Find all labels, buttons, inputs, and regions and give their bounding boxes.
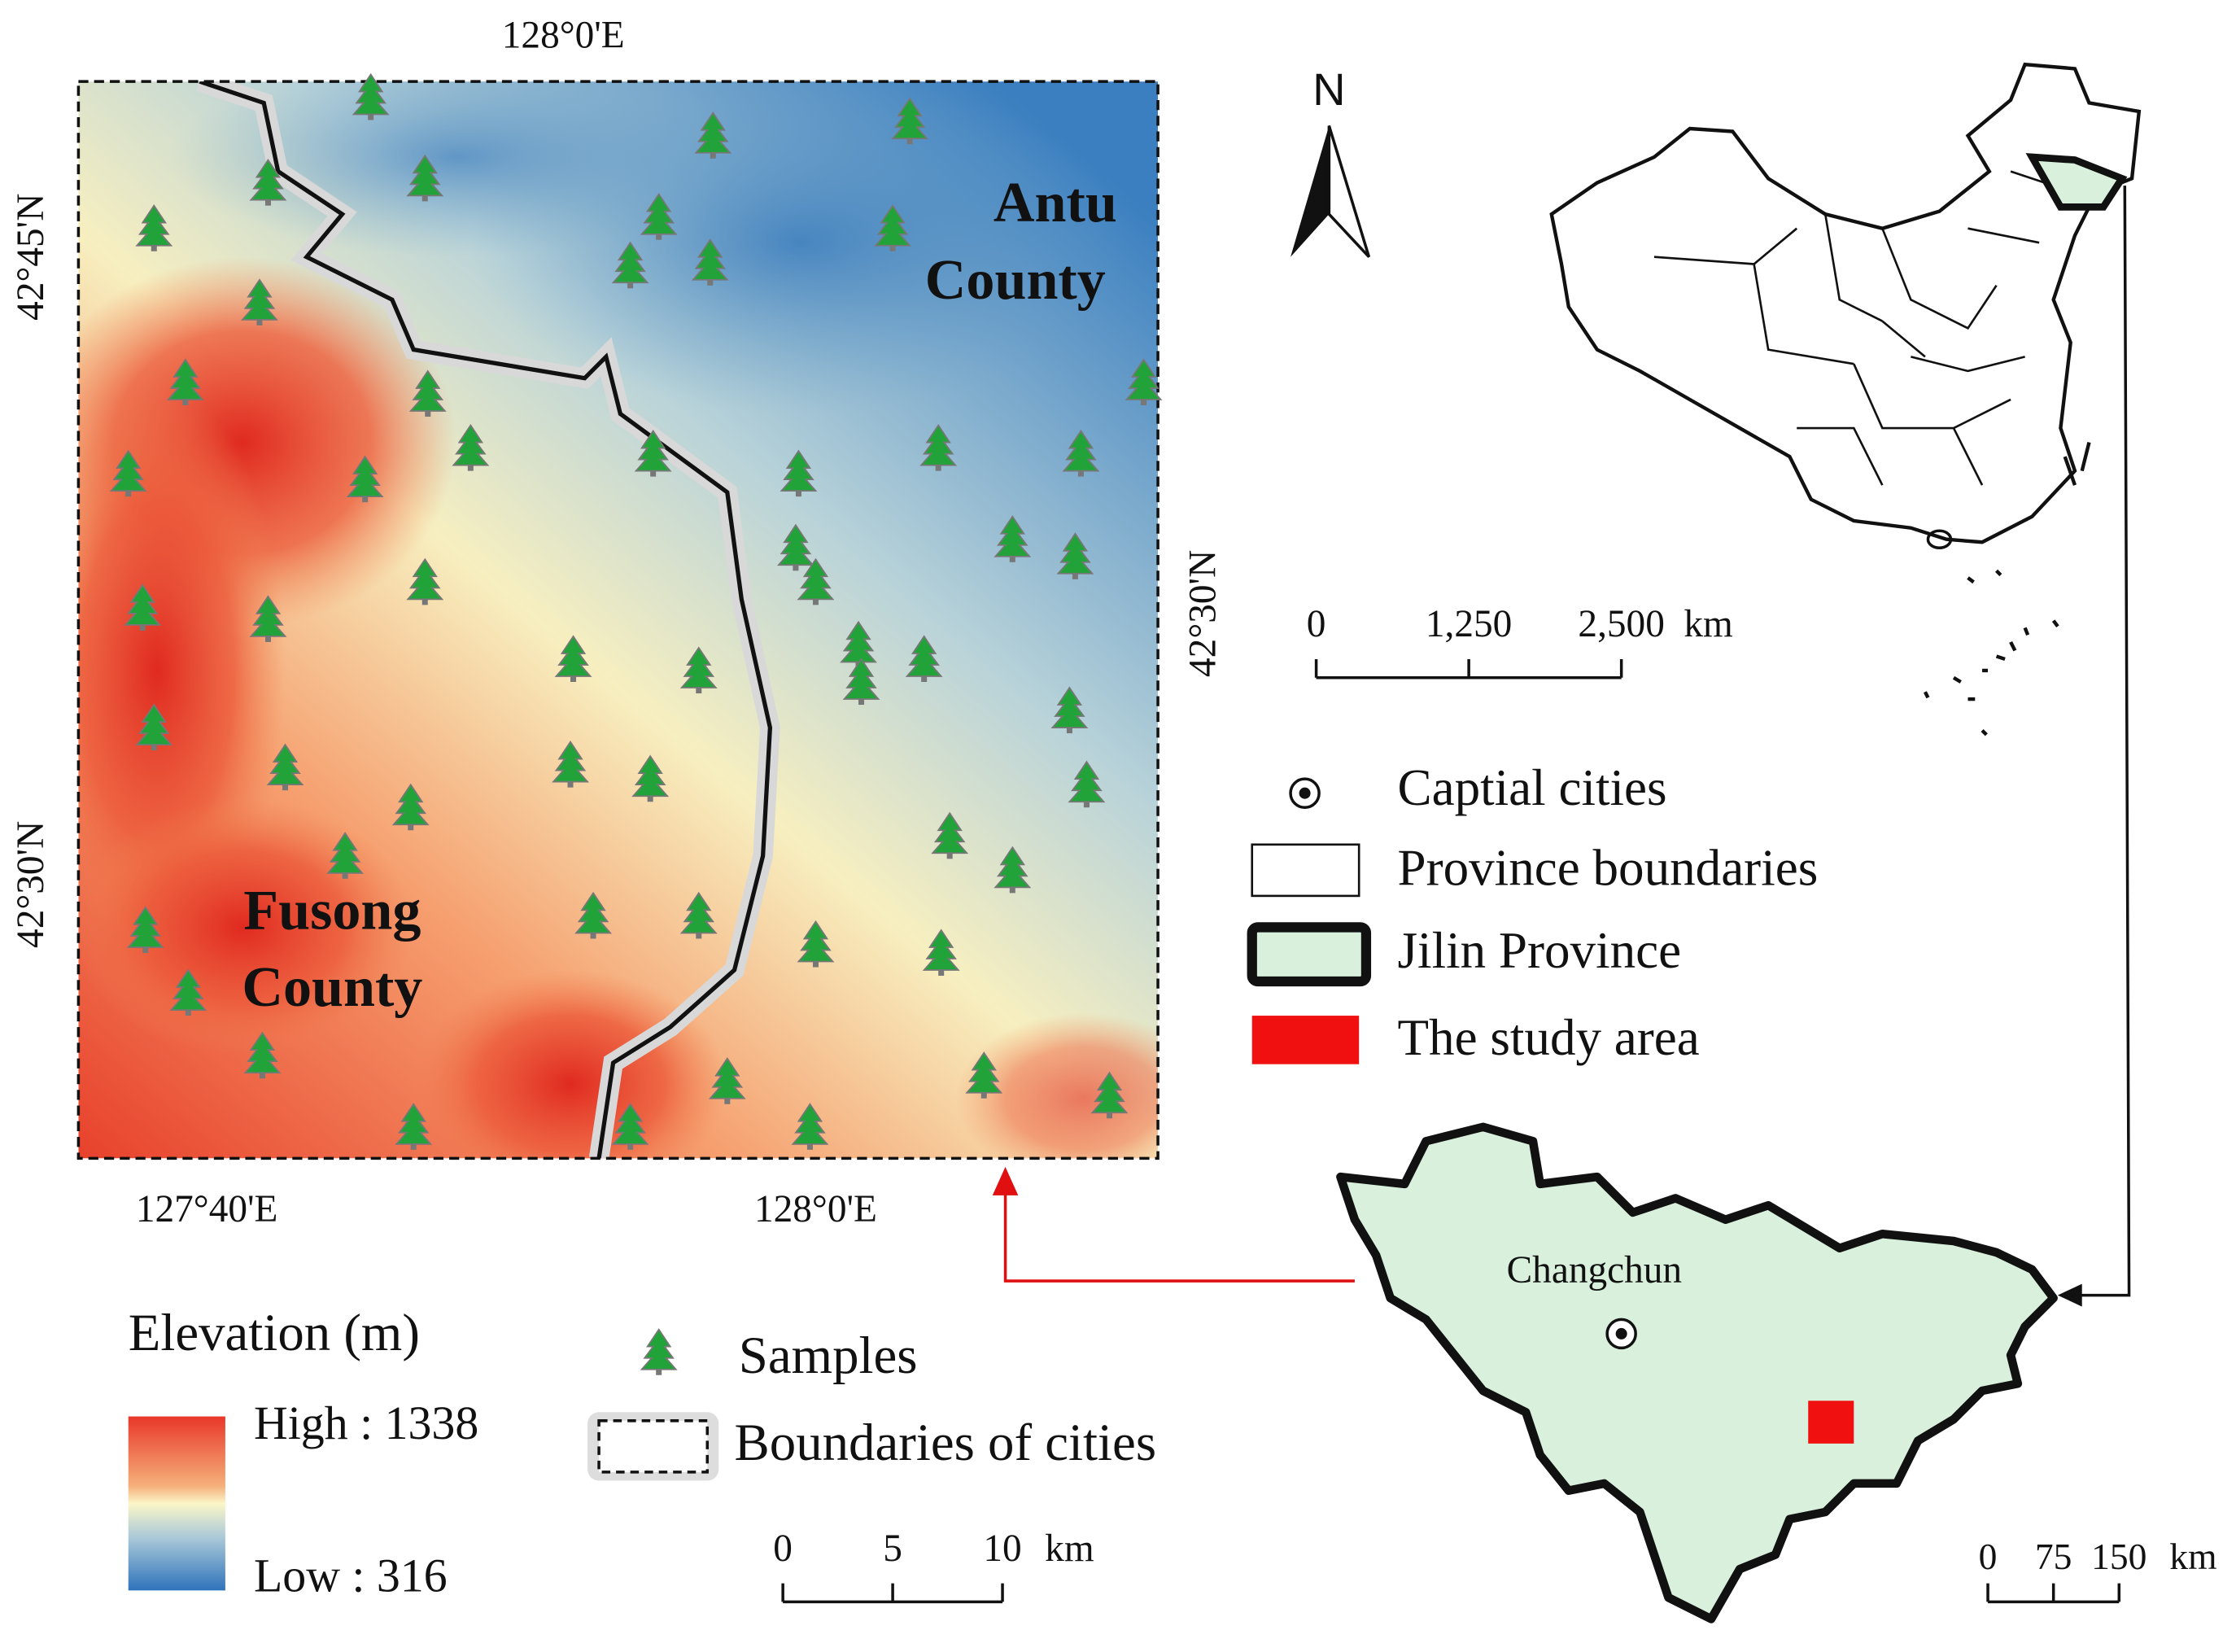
county-label: Antu (994, 172, 1117, 234)
scale-unit: km (2169, 1536, 2216, 1577)
city-label: Changchun (1507, 1249, 1682, 1291)
scale-label: 2,500 (1578, 603, 1664, 645)
legend-capital-symbol (1299, 787, 1311, 799)
legend-label: Jilin Province (1397, 922, 1681, 979)
scale-bar (1314, 658, 1623, 680)
top-coordinate: 128°0'E (502, 14, 625, 56)
province-boundaries (1653, 170, 2055, 486)
connector-arrowhead (992, 1166, 1019, 1195)
legend-jilin-symbol (1247, 922, 1372, 987)
boundaries-label: Boundaries of cities (735, 1414, 1156, 1472)
elevation-title: Elevation (m) (129, 1304, 420, 1362)
legend-study-area-symbol (1251, 1016, 1360, 1064)
scale-label: 5 (883, 1527, 902, 1570)
left-coordinate: 42°30'N (10, 821, 52, 948)
capital-symbol (1615, 1327, 1627, 1340)
scale-label: 0 (773, 1527, 793, 1570)
islands (1923, 442, 2091, 736)
scale-label: 75 (2035, 1536, 2072, 1577)
legend-province-symbol (1251, 843, 1360, 898)
jilin-highlight (2025, 153, 2128, 211)
bottom-coordinate: 128°0'E (754, 1188, 877, 1230)
jilin-map (1336, 1122, 2058, 1624)
scale-label: 10 (983, 1527, 1021, 1570)
bottom-coordinate: 127°40'E (136, 1188, 278, 1230)
right-coordinate: 42°30'N (1182, 550, 1225, 677)
scale-unit: km (1045, 1527, 1094, 1570)
study-area (1808, 1401, 1854, 1444)
county-label: County (925, 249, 1106, 312)
elevation-map (78, 81, 1159, 1159)
legend-label: The study area (1397, 1009, 1699, 1066)
scale-label: 150 (2091, 1536, 2146, 1577)
north-label: N (1312, 63, 1346, 115)
scale-label: 0 (1979, 1536, 1998, 1577)
scale-unit: km (1684, 603, 1733, 645)
scale-label: 1,250 (1426, 603, 1512, 645)
north-arrow (1291, 125, 1330, 257)
connector (1003, 1187, 1355, 1283)
samples-label: Samples (739, 1326, 918, 1385)
scale-bar (781, 1583, 1004, 1604)
elevation-ramp (128, 1416, 225, 1591)
left-coordinate: 42°45'N (10, 194, 52, 321)
scale-bar (1986, 1583, 2121, 1604)
samples-symbol (640, 1328, 677, 1376)
boundary-symbol (597, 1419, 710, 1474)
county-label: County (242, 956, 422, 1019)
map-frame (76, 80, 1159, 1160)
connector-arrowhead (2057, 1283, 2082, 1307)
scale-label: 0 (1307, 603, 1326, 645)
north-arrow (1327, 125, 1371, 258)
island (1926, 529, 1953, 550)
county-label: Fusong (243, 880, 421, 942)
elevation-high: High : 1338 (254, 1396, 478, 1449)
legend-label: Captial cities (1397, 759, 1666, 816)
elevation-low: Low : 316 (254, 1549, 448, 1602)
connector (2074, 186, 2131, 1297)
legend-label: Province boundaries (1397, 839, 1818, 896)
